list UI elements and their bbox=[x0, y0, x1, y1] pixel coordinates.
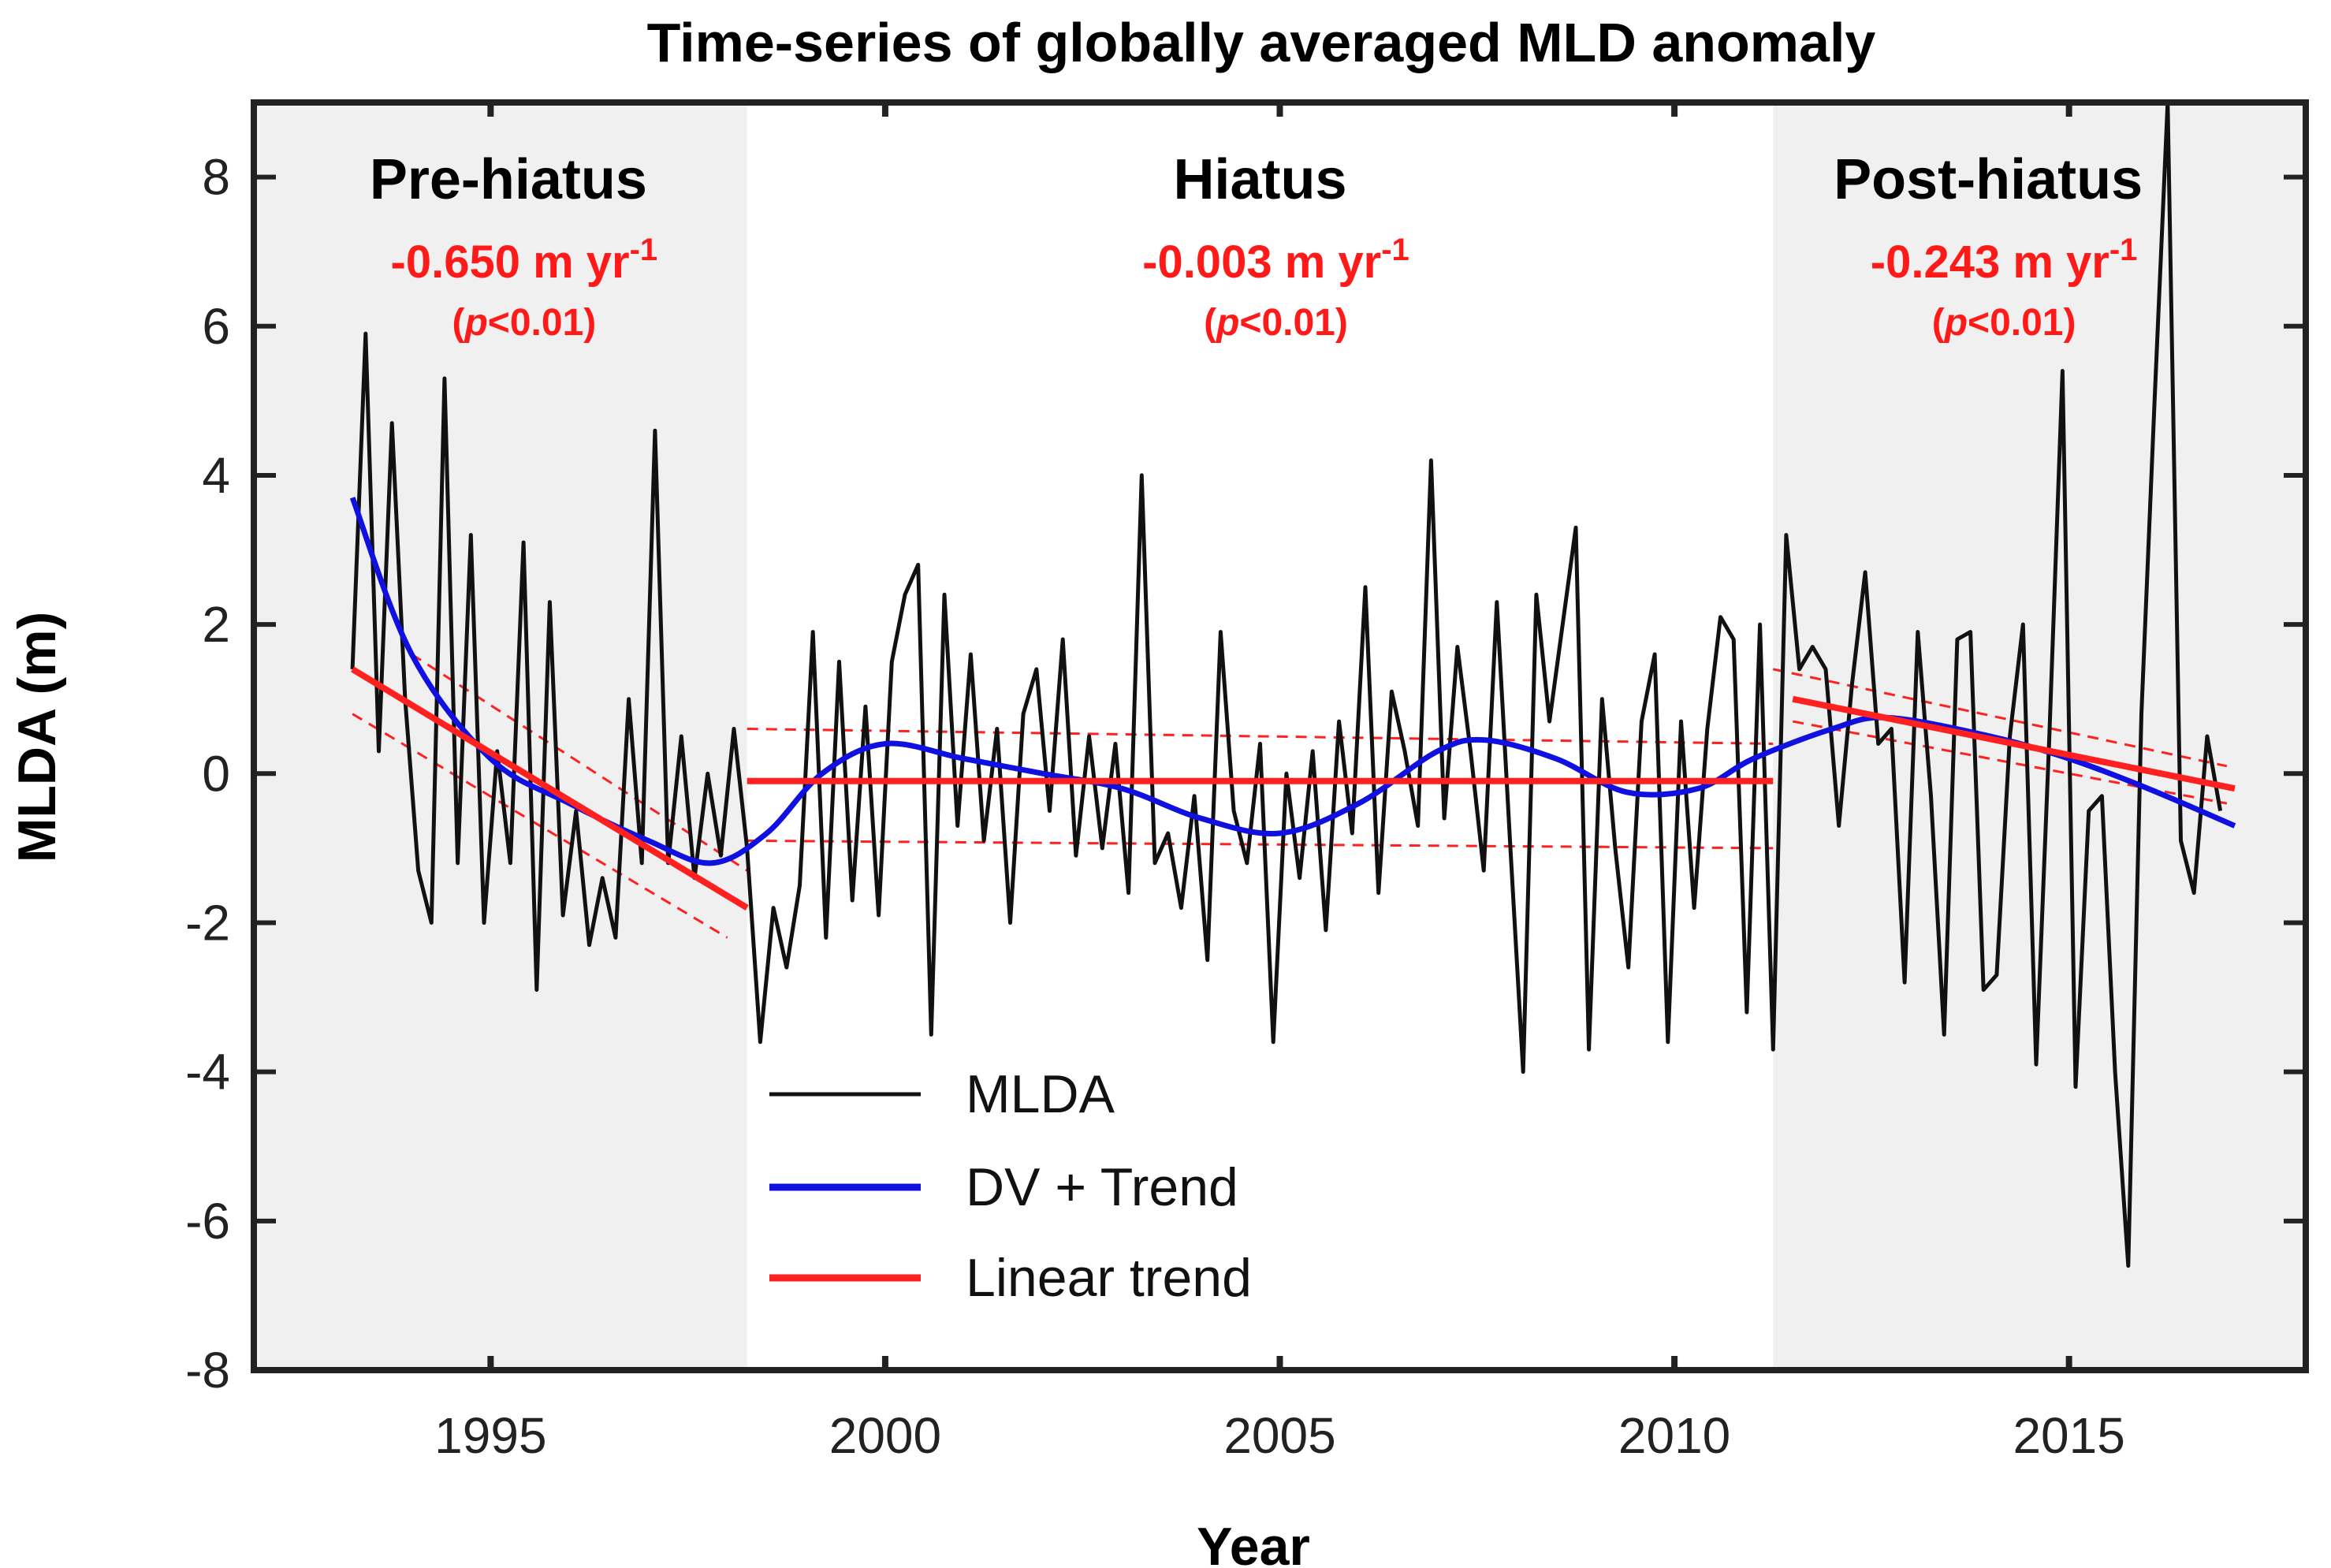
x-tick-label: 2005 bbox=[1223, 1407, 1335, 1464]
trend-rate-label: -0.650 m yr-1 bbox=[391, 233, 658, 288]
linear-trend-line bbox=[351, 666, 749, 911]
legend-label-dv: DV + Trend bbox=[966, 1157, 1238, 1217]
p-rest: <0.01 bbox=[1239, 302, 1335, 344]
y-tick-label: 8 bbox=[202, 149, 230, 206]
linear-trend-line bbox=[1792, 695, 2236, 792]
y-tick-label: 0 bbox=[202, 745, 230, 802]
x-axis-label: Year bbox=[1197, 1517, 1310, 1568]
y-tick-label: -2 bbox=[185, 894, 230, 951]
region-label: Post-hiatus bbox=[1834, 148, 2143, 211]
p-symbol: p bbox=[1215, 302, 1239, 344]
p-close: ) bbox=[583, 302, 596, 344]
shaded-region-2 bbox=[1773, 102, 2306, 1370]
p-rest: <0.01 bbox=[488, 302, 583, 344]
trend-rate-exponent: -1 bbox=[630, 233, 658, 267]
trend-rate-value: -0.650 m yr bbox=[391, 237, 630, 288]
p-symbol: p bbox=[463, 302, 487, 344]
p-close: ) bbox=[2064, 302, 2076, 344]
p-open: ( bbox=[1932, 302, 1945, 344]
p-rest: <0.01 bbox=[1968, 302, 2063, 344]
x-tick-label: 1995 bbox=[434, 1407, 546, 1464]
y-tick-label: 2 bbox=[202, 596, 230, 653]
p-value-label: (p<0.01) bbox=[1932, 302, 2076, 344]
confidence-bound-lower bbox=[747, 839, 1774, 850]
y-tick-label: -8 bbox=[185, 1342, 230, 1399]
legend-label-linear: Linear trend bbox=[966, 1248, 1252, 1308]
p-open: ( bbox=[452, 302, 464, 344]
trend-rate-exponent: -1 bbox=[2109, 233, 2138, 267]
p-close: ) bbox=[1335, 302, 1348, 344]
legend-label-mlda: MLDA bbox=[966, 1064, 1115, 1124]
region-label: Pre-hiatus bbox=[370, 148, 647, 211]
confidence-bound-lower bbox=[352, 713, 728, 939]
y-tick-label: 4 bbox=[202, 447, 230, 504]
p-value-label: (p<0.01) bbox=[452, 302, 596, 344]
p-value-label: (p<0.01) bbox=[1204, 302, 1348, 344]
legend: MLDA DV + Trend Linear trend bbox=[769, 1064, 1252, 1308]
p-symbol: p bbox=[1943, 302, 1968, 344]
trend-rate-value: -0.003 m yr bbox=[1142, 237, 1381, 288]
y-axis-label: MLDA (m) bbox=[7, 612, 67, 863]
chart-title: Time-series of globally averaged MLD ano… bbox=[647, 12, 1876, 73]
shaded-region-0 bbox=[254, 102, 747, 1370]
confidence-bound-upper bbox=[1772, 668, 2228, 768]
y-tick-label: 6 bbox=[202, 298, 230, 355]
trend-rate-label: -0.003 m yr-1 bbox=[1142, 233, 1409, 288]
y-tick-label: -6 bbox=[185, 1193, 230, 1250]
mlda-series-line bbox=[350, 100, 2223, 1268]
x-tick-label: 2010 bbox=[1618, 1407, 1730, 1464]
x-tick-label: 2015 bbox=[2013, 1407, 2124, 1464]
trend-rate-label: -0.243 m yr-1 bbox=[1871, 233, 2138, 288]
trend-rate-exponent: -1 bbox=[1381, 233, 1409, 267]
trend-rate-value: -0.243 m yr bbox=[1871, 237, 2109, 288]
region-label: Hiatus bbox=[1173, 148, 1346, 211]
x-tick-label: 2000 bbox=[829, 1407, 941, 1464]
y-tick-label: -4 bbox=[185, 1044, 230, 1101]
p-open: ( bbox=[1204, 302, 1216, 344]
